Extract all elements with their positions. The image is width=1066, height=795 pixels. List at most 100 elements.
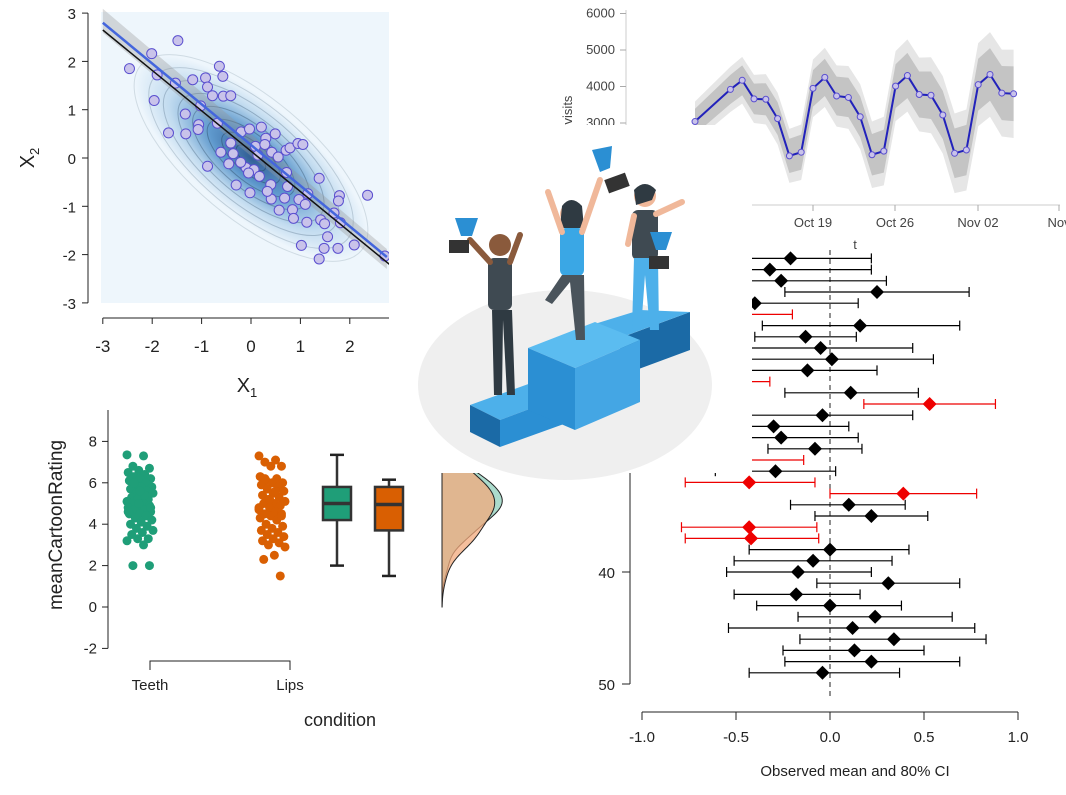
mean-diamond <box>742 520 757 535</box>
scatter-point <box>163 127 175 139</box>
x-tick-label: Nov 02 <box>957 215 998 230</box>
visits-point <box>974 81 982 89</box>
data-dot-teeth <box>128 561 138 571</box>
box-lips <box>373 485 405 532</box>
visits-point <box>915 91 923 99</box>
visits-point <box>903 72 911 80</box>
forest-xlabel: Observed mean and 80% CI <box>760 763 949 780</box>
data-dot-teeth <box>123 507 133 517</box>
visits-point <box>962 146 970 154</box>
person-left <box>449 218 523 395</box>
y-tick-label: -3 <box>63 296 76 313</box>
data-dot-teeth <box>144 463 154 473</box>
scatter-point <box>225 90 237 102</box>
y-tick-label: 4000 <box>586 79 615 94</box>
data-dot-teeth <box>122 536 132 546</box>
y-tick-label: 40 <box>598 565 615 582</box>
scatter-point <box>179 108 191 120</box>
mean-diamond <box>774 430 789 445</box>
scatter-point <box>215 146 227 158</box>
data-dot-lips <box>279 486 289 496</box>
data-dot-lips <box>254 503 264 513</box>
mean-diamond <box>823 542 837 557</box>
scatter-point <box>255 121 267 133</box>
scatter-point <box>348 239 360 251</box>
mean-diamond <box>853 318 868 333</box>
y-tick-label: 2 <box>89 558 97 575</box>
data-dot-teeth <box>137 527 147 537</box>
x-tick-label: Oct 19 <box>794 215 832 230</box>
data-dot-teeth <box>139 451 149 461</box>
y-tick-label: 6 <box>89 475 97 492</box>
mean-diamond <box>806 553 821 568</box>
trophy-winners-illustration <box>389 100 752 480</box>
visits-point <box>750 95 758 103</box>
data-dot-lips <box>276 461 286 471</box>
y-tick-label: 6000 <box>586 6 615 21</box>
data-dot-teeth <box>143 534 153 544</box>
mean-diamond <box>807 441 822 456</box>
scatter-point <box>180 128 192 140</box>
scatter-point <box>172 35 184 47</box>
data-dot-lips <box>254 451 264 461</box>
visits-point <box>1010 90 1018 98</box>
scatter-point <box>235 156 247 168</box>
x-tick-label: 2 <box>345 337 354 356</box>
mean-diamond <box>768 464 783 479</box>
data-dot-teeth <box>134 499 144 508</box>
mean-diamond <box>742 475 757 490</box>
scatter-point <box>227 148 239 160</box>
mean-diamond <box>783 251 798 266</box>
mean-diamond <box>922 397 937 411</box>
y-tick-label: 3 <box>68 6 76 23</box>
scatter-point <box>259 138 271 150</box>
scatter-point <box>230 179 242 191</box>
inner-band <box>695 48 1014 179</box>
scatter-ylabel: X2 <box>17 148 42 169</box>
scatter-point <box>318 242 330 254</box>
scatter-point <box>313 253 325 265</box>
mean-diamond <box>815 408 830 423</box>
data-dot-lips <box>263 540 273 550</box>
scatter-point <box>261 185 273 197</box>
visits-point <box>774 115 782 123</box>
x-tick-label: -3 <box>95 337 110 356</box>
visits-point <box>809 84 817 92</box>
mean-diamond <box>762 262 777 277</box>
data-dot-lips <box>260 474 270 484</box>
visits-point <box>762 95 770 103</box>
mean-diamond <box>845 621 860 635</box>
regression-line-blue <box>102 21 388 258</box>
scatter-point <box>269 128 281 140</box>
visits-point <box>691 118 699 126</box>
mean-diamond <box>841 497 856 512</box>
regression-line-black <box>102 29 390 265</box>
mean-diamond <box>870 285 884 299</box>
mean-diamond <box>766 419 781 434</box>
mean-diamond <box>791 565 806 579</box>
mean-diamond <box>847 643 862 658</box>
scatter-point <box>272 151 284 163</box>
scatter-point <box>146 48 158 60</box>
x-tick-label: Oct 26 <box>876 215 914 230</box>
scatter-point <box>202 81 214 93</box>
raincloud-chart: 8 6 4 2 0 -2 Teeth Lips meanCartoonRating condi… <box>46 410 503 730</box>
data-dot-lips <box>265 494 275 504</box>
mean-diamond <box>896 486 911 501</box>
data-dot-lips <box>266 461 276 471</box>
x-tick-label: -1 <box>194 337 209 356</box>
visits-point <box>844 93 852 101</box>
scatter-xlabel: X1 <box>237 375 258 400</box>
visits-ylabel: visits <box>560 95 575 124</box>
scatter-point <box>295 239 307 251</box>
visits-point <box>939 111 947 119</box>
y-tick-label: 4 <box>89 516 97 533</box>
y-tick-label: 1 <box>68 103 76 120</box>
data-dot-lips <box>276 511 286 521</box>
x-tick-label: 0.0 <box>820 729 841 746</box>
data-dot-teeth <box>147 515 157 525</box>
scatter-point <box>273 204 285 216</box>
mean-diamond <box>823 598 837 613</box>
visits-point <box>856 113 864 121</box>
